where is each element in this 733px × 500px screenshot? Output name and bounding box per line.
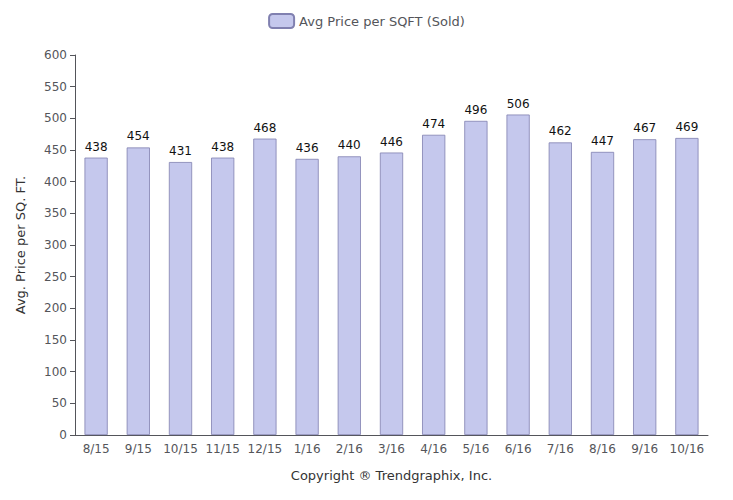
svg-text:Copyright ® Trendgraphix, Inc.: Copyright ® Trendgraphix, Inc. — [291, 468, 492, 483]
svg-text:467: 467 — [633, 121, 656, 135]
svg-text:438: 438 — [211, 140, 234, 154]
svg-text:450: 450 — [44, 143, 67, 157]
svg-text:7/16: 7/16 — [547, 442, 574, 456]
svg-text:438: 438 — [85, 140, 108, 154]
svg-text:431: 431 — [169, 144, 192, 158]
svg-text:474: 474 — [422, 117, 445, 131]
svg-text:9/15: 9/15 — [125, 442, 152, 456]
svg-text:10/16: 10/16 — [670, 442, 705, 456]
svg-text:150: 150 — [44, 333, 67, 347]
svg-text:462: 462 — [549, 124, 572, 138]
svg-text:436: 436 — [296, 141, 319, 155]
svg-text:6/16: 6/16 — [505, 442, 532, 456]
svg-text:400: 400 — [44, 175, 67, 189]
svg-text:300: 300 — [44, 238, 67, 252]
svg-text:496: 496 — [464, 103, 487, 117]
svg-text:1/16: 1/16 — [294, 442, 321, 456]
svg-text:50: 50 — [52, 396, 67, 410]
svg-text:3/16: 3/16 — [378, 442, 405, 456]
svg-text:100: 100 — [44, 365, 67, 379]
svg-text:8/15: 8/15 — [83, 442, 110, 456]
svg-text:600: 600 — [44, 48, 67, 62]
svg-text:506: 506 — [507, 97, 530, 111]
svg-text:440: 440 — [338, 138, 361, 152]
svg-text:Avg Price per SQFT (Sold): Avg Price per SQFT (Sold) — [299, 14, 465, 29]
svg-text:500: 500 — [44, 111, 67, 125]
svg-text:447: 447 — [591, 134, 614, 148]
svg-text:200: 200 — [44, 301, 67, 315]
svg-text:2/16: 2/16 — [336, 442, 363, 456]
svg-text:12/15: 12/15 — [248, 442, 283, 456]
svg-text:5/16: 5/16 — [462, 442, 489, 456]
svg-text:4/16: 4/16 — [420, 442, 447, 456]
svg-text:9/16: 9/16 — [631, 442, 658, 456]
svg-text:550: 550 — [44, 80, 67, 94]
svg-text:10/15: 10/15 — [163, 442, 198, 456]
svg-text:Avg. Price per SQ. FT.: Avg. Price per SQ. FT. — [13, 176, 28, 314]
svg-text:0: 0 — [59, 428, 67, 442]
svg-text:8/16: 8/16 — [589, 442, 616, 456]
svg-text:469: 469 — [675, 120, 698, 134]
svg-text:250: 250 — [44, 270, 67, 284]
svg-text:11/15: 11/15 — [205, 442, 240, 456]
svg-text:468: 468 — [253, 121, 276, 135]
svg-text:350: 350 — [44, 206, 67, 220]
svg-text:446: 446 — [380, 135, 403, 149]
svg-text:454: 454 — [127, 129, 150, 143]
